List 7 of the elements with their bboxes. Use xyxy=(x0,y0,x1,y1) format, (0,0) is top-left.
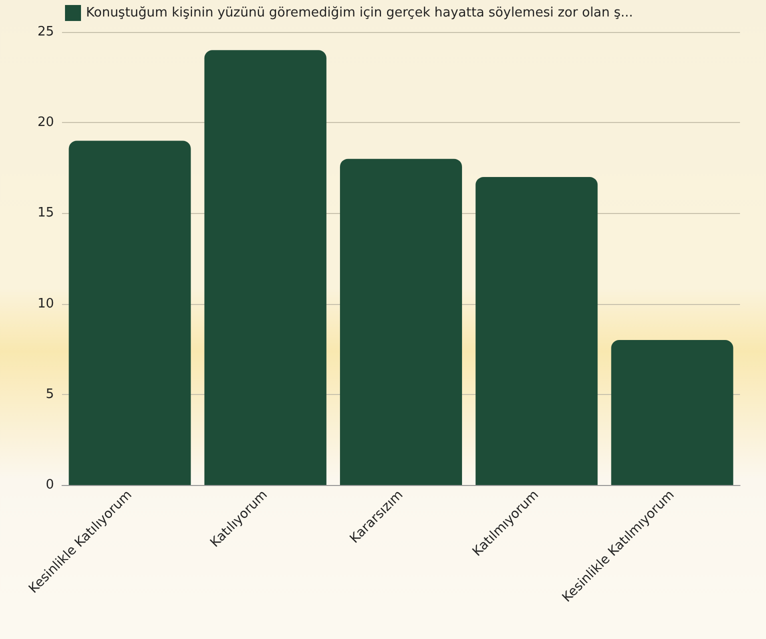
y-tick-label: 10 xyxy=(37,296,54,312)
y-tick-label: 5 xyxy=(46,386,54,402)
y-tick-label: 25 xyxy=(37,24,54,40)
y-tick-label: 15 xyxy=(37,206,54,221)
y-tick-label: 20 xyxy=(37,115,54,130)
y-tick-label: 0 xyxy=(46,478,54,492)
legend-label: Konuştuğum kişinin yüzünü göremediğim için gerçek hayatta söylemesi zor olan ş... xyxy=(86,6,634,20)
